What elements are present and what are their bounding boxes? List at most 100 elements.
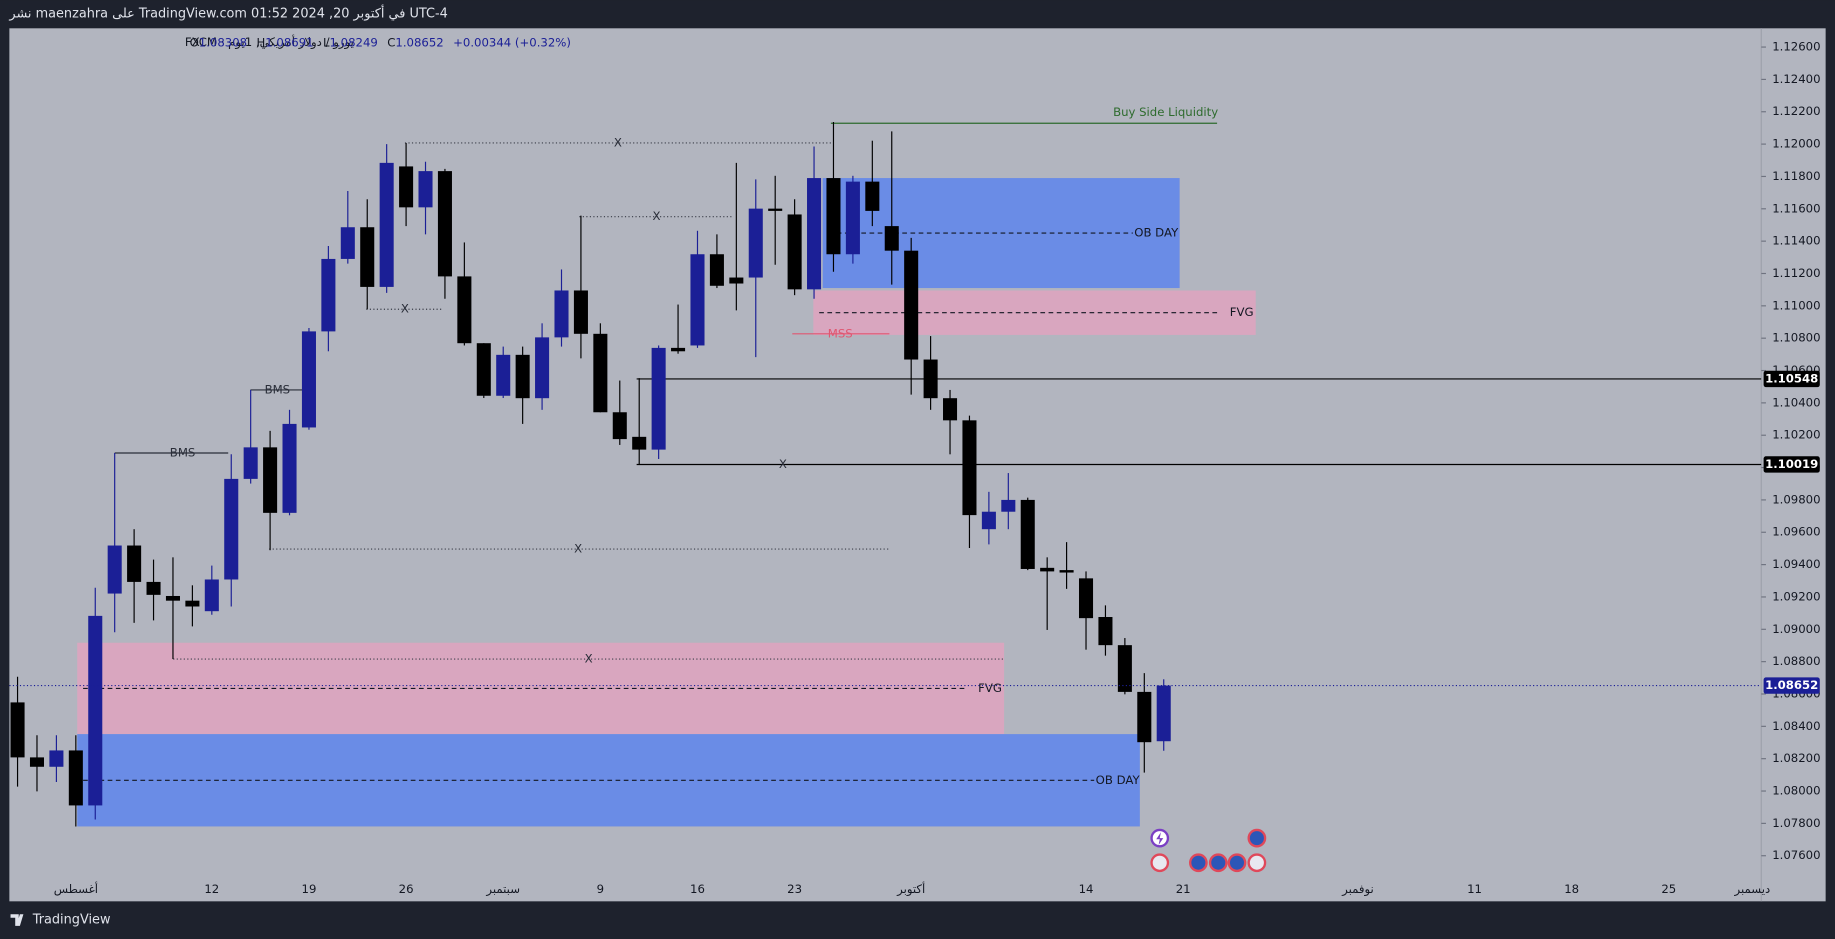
candle-body bbox=[865, 181, 880, 211]
y-tick-label: 1.12400 bbox=[1772, 72, 1820, 86]
candle-body bbox=[263, 447, 278, 513]
ohlc-value: 1.08691 bbox=[265, 35, 313, 49]
candle-body bbox=[1020, 499, 1035, 569]
candle-body bbox=[340, 227, 355, 259]
candle-body bbox=[1059, 570, 1074, 573]
y-tick-label: 1.07600 bbox=[1772, 848, 1820, 862]
candle-body bbox=[845, 181, 860, 255]
y-tick-label: 1.10200 bbox=[1772, 428, 1820, 442]
candle-body bbox=[301, 331, 316, 428]
x-tick-label: 16 bbox=[690, 882, 705, 896]
ohlc-key: L bbox=[323, 35, 330, 49]
candle-body bbox=[768, 208, 783, 211]
y-tick-label: 1.10400 bbox=[1772, 395, 1820, 409]
x-tick-label: أغسطس bbox=[54, 881, 98, 897]
candle-body bbox=[1098, 617, 1113, 646]
price-badge bbox=[1763, 370, 1820, 388]
y-tick-label: 1.09600 bbox=[1772, 525, 1820, 539]
level-label: X bbox=[574, 542, 582, 556]
event-icons bbox=[1150, 828, 1267, 873]
y-tick-label: 1.07800 bbox=[1772, 816, 1820, 830]
y-tick-label: 1.08200 bbox=[1772, 751, 1820, 765]
x-tick-label: 23 bbox=[787, 882, 802, 896]
price-badge bbox=[1763, 456, 1820, 473]
candle-body bbox=[515, 354, 530, 399]
y-tick-label: 1.09000 bbox=[1772, 622, 1820, 636]
price-badge-label: 1.10019 bbox=[1765, 457, 1818, 471]
ohlc-key: C bbox=[387, 35, 395, 49]
candle-body bbox=[185, 600, 200, 607]
x-tick-label: ديسمبر bbox=[1734, 882, 1771, 897]
candle-body bbox=[107, 545, 122, 594]
y-tick-label: 1.12200 bbox=[1772, 104, 1820, 118]
candle-body bbox=[127, 545, 142, 582]
candle-body bbox=[748, 208, 763, 278]
x-tick-label: 26 bbox=[399, 882, 414, 896]
y-tick-label: 1.12000 bbox=[1772, 137, 1820, 151]
candle-body bbox=[573, 290, 588, 334]
candle-body bbox=[282, 423, 297, 513]
level-label: BMS bbox=[170, 446, 196, 460]
level-label: X bbox=[779, 457, 787, 471]
level-label: X bbox=[585, 652, 593, 666]
y-tick-label: 1.11000 bbox=[1772, 298, 1820, 312]
candle-body bbox=[321, 258, 336, 332]
y-tick-label: 1.09400 bbox=[1772, 557, 1820, 571]
candle-body bbox=[165, 595, 180, 601]
candle-body bbox=[437, 171, 452, 277]
candle-body bbox=[29, 757, 45, 767]
candle-body bbox=[1117, 645, 1132, 692]
x-tick-label: سبتمبر bbox=[485, 882, 520, 897]
level-label: X bbox=[653, 209, 661, 223]
zone-label: OB DAY bbox=[1096, 773, 1141, 787]
candle-body bbox=[476, 343, 491, 396]
x-tick-label: أكتوبر bbox=[896, 881, 925, 897]
candle-body bbox=[418, 171, 433, 208]
x-tick-label: 25 bbox=[1661, 882, 1676, 896]
candle-body bbox=[671, 347, 686, 352]
footer-brand: TradingView bbox=[32, 913, 111, 928]
candle-body bbox=[651, 347, 666, 450]
x-tick-label: 9 bbox=[597, 882, 604, 896]
header-title: نشر maenzahra على TradingView.com في أكت… bbox=[8, 5, 447, 22]
candle-body bbox=[399, 166, 414, 208]
candle-body bbox=[807, 178, 822, 290]
candle-body bbox=[943, 398, 958, 421]
y-tick-label: 1.11600 bbox=[1772, 201, 1820, 215]
y-tick-label: 1.08000 bbox=[1772, 784, 1820, 798]
y-tick-label: 1.09800 bbox=[1772, 492, 1820, 506]
candle-body bbox=[88, 615, 103, 806]
y-tick-label: 1.08800 bbox=[1772, 654, 1820, 668]
x-tick-label: 11 bbox=[1467, 882, 1482, 896]
candle-body bbox=[826, 178, 841, 255]
level-label: Buy Side Liquidity bbox=[1113, 105, 1218, 119]
level-label: BMS bbox=[265, 382, 291, 396]
candle-body bbox=[457, 276, 472, 344]
candle-body bbox=[787, 214, 802, 290]
y-tick-label: 1.11800 bbox=[1772, 169, 1820, 183]
candle-body bbox=[243, 447, 258, 479]
candle-body bbox=[554, 290, 569, 338]
y-tick-label: 1.08400 bbox=[1772, 719, 1820, 733]
y-tick-label: 1.11400 bbox=[1772, 234, 1820, 248]
price-axis: 1.07600 1.07800 1.08000 1.08200 1.08400 1.086… bbox=[1761, 40, 1821, 862]
zone-label: FVG bbox=[978, 681, 1002, 695]
candle-body bbox=[690, 254, 705, 346]
x-tick-label: 12 bbox=[204, 882, 219, 896]
candle-body bbox=[593, 333, 608, 413]
candle-body bbox=[224, 478, 239, 580]
candle-body bbox=[379, 162, 394, 287]
candle-body bbox=[632, 436, 647, 450]
x-tick-label: 19 bbox=[302, 882, 317, 896]
symbol: يورو / دولار أمريكي, 1يوم · FXCM bbox=[185, 34, 354, 50]
current-price-label: 1.08652 bbox=[1765, 678, 1818, 692]
ohlc-key: H bbox=[256, 35, 265, 49]
candle-body bbox=[1156, 685, 1171, 742]
candle-body bbox=[1040, 567, 1055, 572]
candle-body bbox=[962, 420, 977, 516]
candle-body bbox=[535, 337, 550, 399]
candle-body bbox=[1078, 578, 1094, 619]
candle-body bbox=[204, 579, 219, 612]
